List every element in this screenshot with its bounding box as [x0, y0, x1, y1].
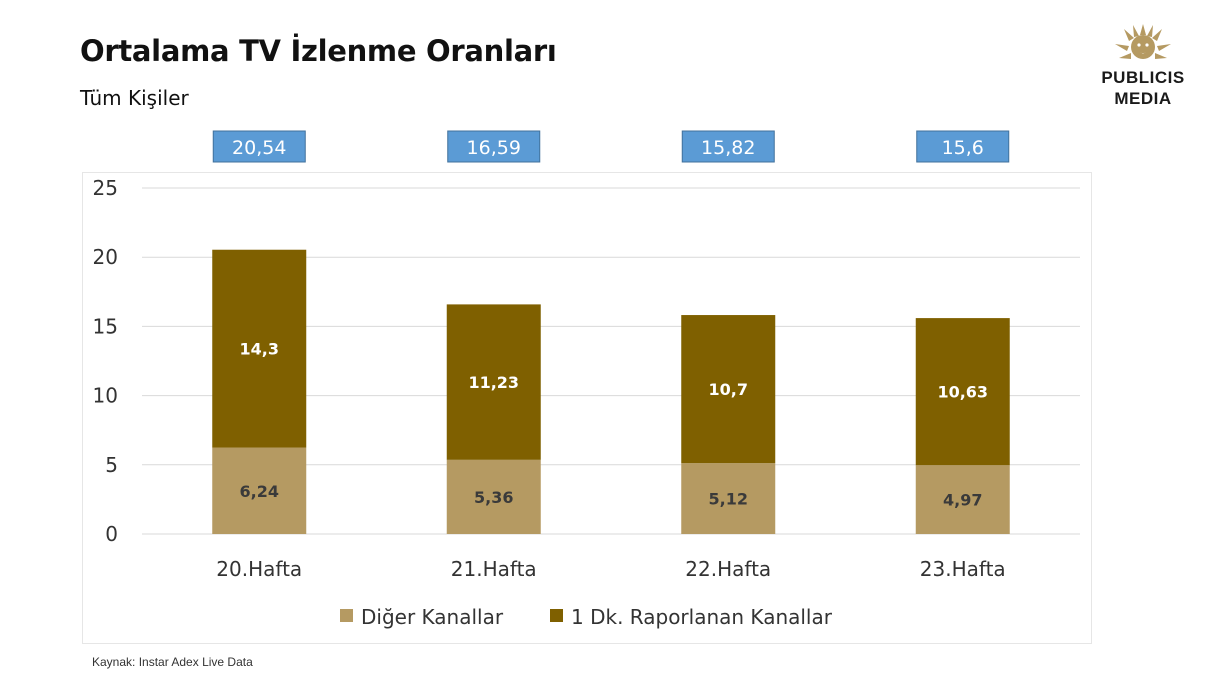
total-label: 15,6 [942, 137, 984, 159]
y-tick-label: 10 [93, 384, 118, 408]
data-label: 14,3 [240, 340, 279, 359]
data-label: 4,97 [943, 491, 982, 510]
total-box [212, 130, 306, 163]
x-axis-ticks: 20.Hafta 21.Hafta 22.Hafta 23.Hafta [216, 557, 1005, 581]
bar-segment-raporlanan [446, 304, 541, 460]
bar-segment-diger [681, 463, 776, 534]
page-subtitle: Tüm Kişiler [80, 86, 189, 110]
legend-item-raporlanan-label: 1 Dk. Raporlanan Kanallar [571, 605, 833, 629]
y-axis-ticks: 0 5 10 15 20 25 [93, 176, 118, 546]
y-tick-label: 25 [93, 176, 118, 200]
total-box [681, 130, 775, 163]
data-label: 6,24 [240, 482, 279, 501]
total-label: 16,59 [467, 137, 521, 159]
page-title: Ortalama TV İzlenme Oranları [80, 34, 557, 68]
x-tick-label: 23.Hafta [920, 557, 1006, 581]
logo-text-media: MEDIA [1114, 89, 1172, 108]
y-tick-label: 15 [93, 314, 118, 338]
legend-item-diger-label: Diğer Kanallar [361, 605, 504, 629]
y-tick-label: 0 [105, 522, 118, 546]
bar-segment-diger [212, 447, 307, 534]
total-label: 20,54 [232, 137, 286, 159]
y-tick-label: 5 [105, 453, 118, 477]
legend: Diğer Kanallar 1 Dk. Raporlanan Kanallar [340, 605, 833, 629]
total-label: 15,82 [701, 137, 755, 159]
lion-head-icon [1115, 24, 1171, 59]
bar-segment-raporlanan [915, 318, 1010, 466]
chart-plot-frame [82, 172, 1092, 644]
data-label: 11,23 [468, 373, 519, 392]
data-label: 10,7 [709, 380, 748, 399]
publicis-media-logo: PUBLICIS MEDIA [1084, 22, 1202, 114]
source-note: Kaynak: Instar Adex Live Data [92, 655, 253, 669]
total-box [916, 130, 1010, 163]
data-label: 5,12 [709, 490, 748, 509]
bar-segment-diger [915, 465, 1010, 534]
total-box [447, 130, 541, 163]
bars: 6,24 14,3 5,36 11,23 5,12 10,7 4,97 10,63 [212, 249, 1010, 534]
x-tick-label: 20.Hafta [216, 557, 302, 581]
bar-segment-diger [446, 459, 541, 534]
x-tick-label: 22.Hafta [685, 557, 771, 581]
total-labels: 20,54 16,59 15,82 15,6 [212, 130, 1010, 163]
logo-text-publicis: PUBLICIS [1101, 68, 1185, 87]
x-tick-label: 21.Hafta [451, 557, 537, 581]
data-label: 5,36 [474, 488, 513, 507]
data-label: 10,63 [937, 383, 988, 402]
legend-item-diger-swatch [340, 609, 353, 622]
bar-segment-raporlanan [681, 315, 776, 464]
bar-segment-raporlanan [212, 249, 307, 448]
legend-item-raporlanan-swatch [550, 609, 563, 622]
y-tick-label: 20 [93, 245, 118, 269]
